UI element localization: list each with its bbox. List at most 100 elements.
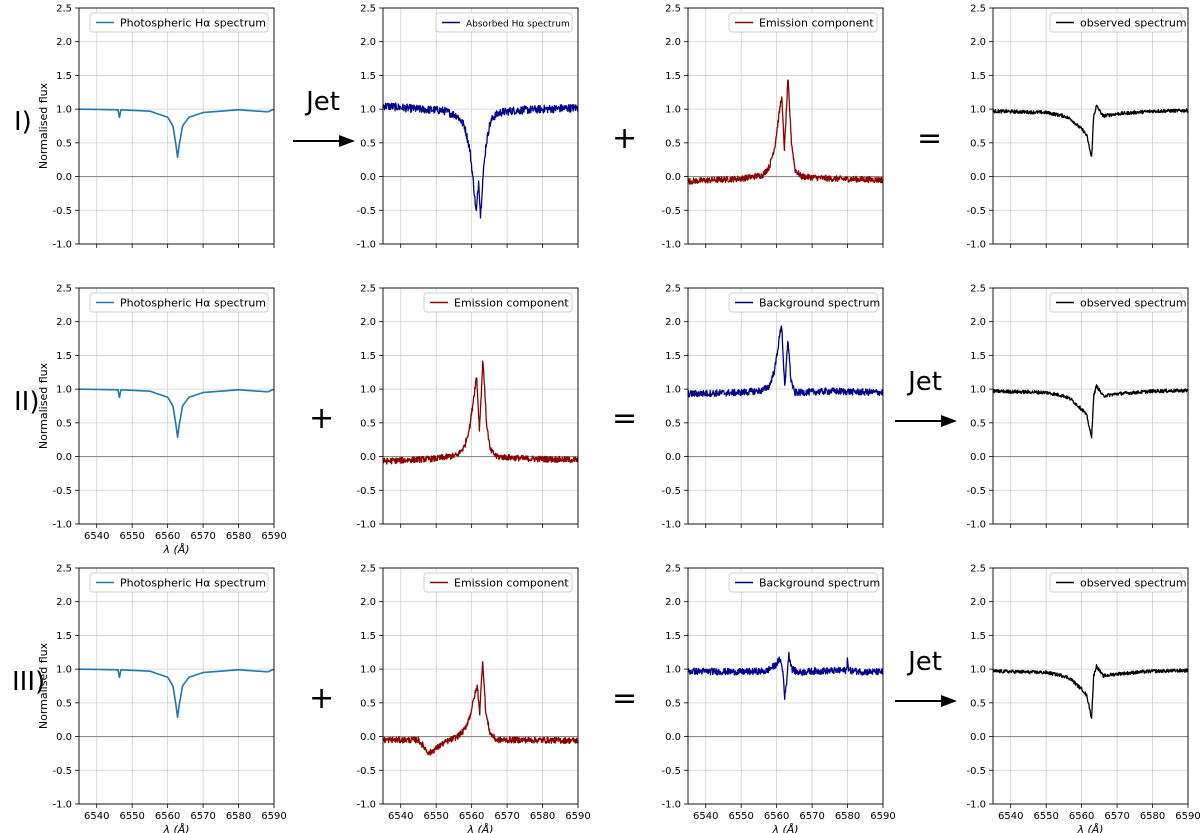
x-tick-label: 6550 — [728, 811, 753, 822]
y-tick-label: 2.5 — [56, 4, 72, 15]
y-tick-label: 0.5 — [360, 138, 376, 149]
y-tick-label: -1.0 — [52, 800, 72, 811]
y-tick-label: 0.0 — [360, 172, 376, 183]
x-tick-label: 6540 — [84, 531, 109, 542]
y-tick-label: -1.0 — [661, 520, 681, 531]
plot-frame — [687, 287, 884, 525]
x-tick-label: 6560 — [155, 531, 180, 542]
y-tick-label: -1.0 — [966, 800, 986, 811]
x-tick-label: 6550 — [423, 811, 448, 822]
y-tick-label: 2.5 — [970, 284, 986, 295]
legend-box — [728, 572, 878, 593]
y-tick-label: 0.0 — [970, 732, 986, 743]
y-tick-label: -1.0 — [356, 800, 376, 811]
y-tick-label: 2.5 — [360, 564, 376, 575]
panel-r0c1: -1.0 -0.5 0.0 0.5 1.0 1.5 2.0 2.5 Absorbed Hα sp… — [356, 4, 579, 251]
y-tick-label: 2.5 — [665, 564, 681, 575]
x-tick-label: 6580 — [226, 531, 251, 542]
y-tick-label: 1.0 — [665, 105, 681, 116]
y-tick-label: 2.0 — [56, 37, 72, 48]
jet-arrow-head — [941, 415, 957, 427]
legend: Emission component — [423, 572, 573, 593]
legend-label: Emission component — [454, 577, 569, 590]
jet-arrow-head — [339, 135, 355, 147]
row-label: I) — [14, 107, 32, 137]
legend-label: observed spectrum — [1080, 577, 1187, 590]
legend: observed spectrum — [1049, 12, 1187, 33]
x-tick-label: 6540 — [693, 811, 718, 822]
x-tick-label: 6570 — [190, 531, 215, 542]
legend-box — [1049, 12, 1183, 33]
x-tick-label: 6560 — [1069, 811, 1094, 822]
x-axis-label: λ (Å) — [162, 823, 189, 833]
legend-box — [89, 12, 269, 33]
legend-label: Photospheric Hα spectrum — [120, 297, 266, 310]
y-tick-label: 1.0 — [970, 105, 986, 116]
row-label: III) — [12, 667, 45, 697]
y-tick-label: 2.5 — [665, 284, 681, 295]
y-tick-label: 2.0 — [360, 597, 376, 608]
x-axis-label: λ (Å) — [162, 543, 189, 556]
x-axis-label: λ (Å) — [1076, 823, 1103, 833]
y-axis-label: Normalised flux — [37, 642, 50, 729]
y-tick-label: 1.0 — [665, 665, 681, 676]
y-tick-label: 1.5 — [970, 351, 986, 362]
legend-box — [1049, 292, 1183, 313]
panel-r1c0: -1.0 -0.5 0.0 0.5 1.0 1.5 2.0 2.5 6540 6550 6560 65… — [52, 284, 286, 543]
legend-label: Photospheric Hα spectrum — [120, 577, 266, 590]
legend: Background spectrum — [728, 572, 880, 593]
y-tick-label: 1.0 — [56, 105, 72, 116]
y-tick-label: 2.5 — [360, 284, 376, 295]
legend: Absorbed Hα spectrum — [435, 12, 573, 33]
y-tick-label: 0.5 — [360, 698, 376, 709]
y-tick-label: 1.5 — [360, 351, 376, 362]
jet-arrow-head — [941, 695, 957, 707]
y-tick-label: 0.5 — [665, 418, 681, 429]
plus-operator: + — [612, 121, 637, 156]
y-tick-label: 1.0 — [360, 105, 376, 116]
legend: Emission component — [728, 12, 878, 33]
y-tick-label: -0.5 — [356, 766, 376, 777]
x-tick-label: 6550 — [119, 811, 144, 822]
y-tick-label: 0.0 — [665, 452, 681, 463]
y-tick-label: 2.5 — [970, 564, 986, 575]
x-tick-label: 6550 — [119, 531, 144, 542]
y-tick-label: -1.0 — [52, 240, 72, 251]
y-tick-label: 2.0 — [360, 317, 376, 328]
y-tick-label: -1.0 — [966, 240, 986, 251]
x-tick-label: 6540 — [388, 811, 413, 822]
y-tick-label: 1.5 — [665, 631, 681, 642]
y-tick-label: -0.5 — [966, 486, 986, 497]
y-tick-label: 2.5 — [360, 4, 376, 15]
legend-box — [728, 292, 878, 313]
jet-label: Jet — [304, 87, 340, 117]
jet-label: Jet — [906, 647, 942, 677]
legend-box — [89, 292, 269, 313]
y-tick-label: 0.0 — [56, 172, 72, 183]
y-tick-label: -0.5 — [52, 206, 72, 217]
y-tick-label: 2.5 — [665, 4, 681, 15]
x-tick-label: 6590 — [1175, 811, 1200, 822]
plot-frame — [992, 567, 1189, 805]
y-tick-label: 2.5 — [970, 4, 986, 15]
y-tick-label: 1.5 — [665, 351, 681, 362]
panel-r0c0: -1.0 -0.5 0.0 0.5 1.0 1.5 2.0 2.5 Photospheric H… — [52, 4, 275, 251]
y-tick-label: 0.5 — [665, 138, 681, 149]
plot-frame — [78, 287, 275, 525]
legend: Photospheric Hα spectrum — [89, 572, 269, 593]
y-tick-label: -1.0 — [661, 240, 681, 251]
plus-operator: + — [309, 681, 334, 716]
equals-operator: = — [917, 121, 942, 156]
y-tick-label: -1.0 — [966, 520, 986, 531]
legend-box — [423, 572, 573, 593]
y-tick-label: 1.5 — [970, 631, 986, 642]
y-tick-label: -0.5 — [52, 766, 72, 777]
y-tick-label: 0.0 — [56, 732, 72, 743]
x-tick-label: 6590 — [870, 811, 895, 822]
jet-label: Jet — [906, 367, 942, 397]
x-tick-label: 6570 — [494, 811, 519, 822]
y-axis-label: Normalised flux — [37, 362, 50, 449]
plot-frame — [687, 567, 884, 805]
x-tick-label: 6540 — [84, 811, 109, 822]
